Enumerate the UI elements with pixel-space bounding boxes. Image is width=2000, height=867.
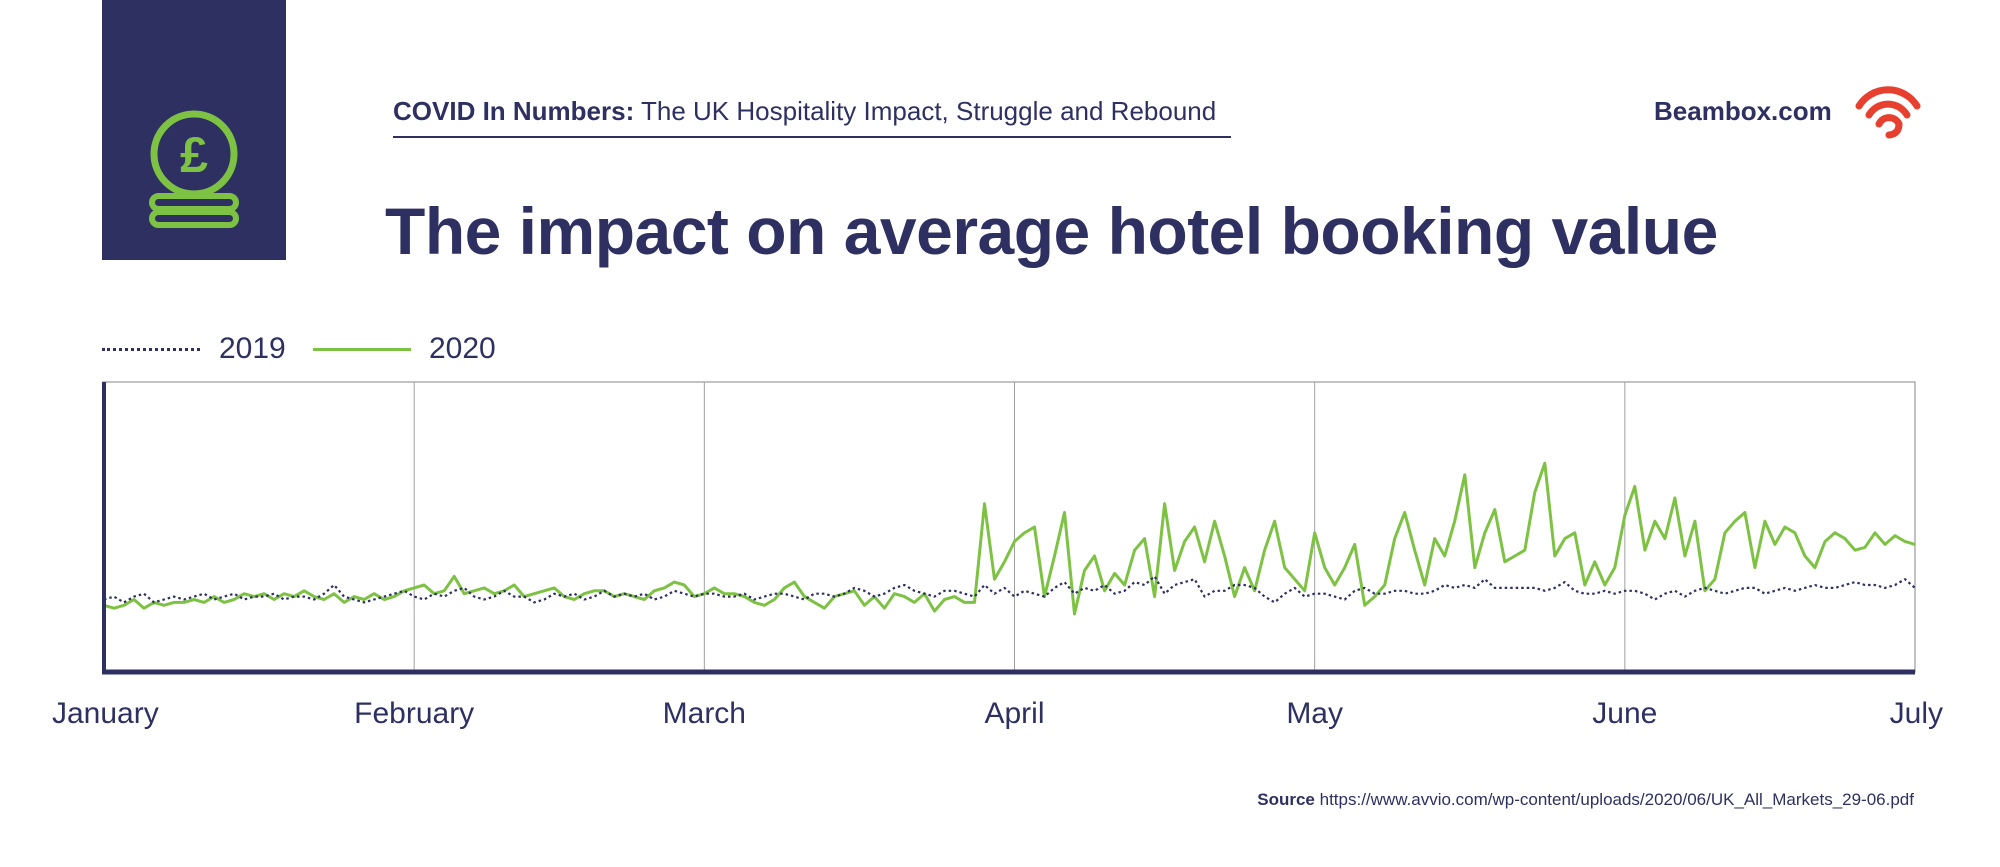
- series-title: COVID In Numbers: The UK Hospitality Imp…: [393, 96, 1216, 127]
- series-title-underline: [393, 136, 1231, 138]
- series-title-bold: COVID In Numbers:: [393, 96, 635, 126]
- wifi-icon: [1855, 86, 1921, 139]
- series-line-2019: [103, 575, 1916, 604]
- x-tick-april: April: [984, 697, 1044, 730]
- plot-frame: [102, 381, 1916, 673]
- source-note: Source https://www.avvio.com/wp-content/…: [1257, 790, 1914, 810]
- x-tick-january: January: [52, 697, 159, 730]
- x-tick-may: May: [1286, 697, 1343, 730]
- series-title-rest: The UK Hospitality Impact, Struggle and …: [634, 96, 1217, 126]
- source-url[interactable]: https://www.avvio.com/wp-content/uploads…: [1319, 790, 1914, 809]
- legend-label-2020: 2020: [429, 332, 496, 365]
- brand-name[interactable]: Beambox.com: [1654, 96, 1832, 126]
- header-badge: £: [102, 0, 286, 260]
- x-tick-march: March: [663, 697, 746, 730]
- source-label: Source: [1257, 790, 1315, 809]
- legend-swatch-2020: [313, 348, 411, 351]
- pound-coin-stack-icon: £: [149, 110, 239, 228]
- line-chart: January February March April May June July: [52, 381, 1943, 730]
- legend-label-2019: 2019: [219, 332, 286, 365]
- svg-text:£: £: [180, 127, 208, 183]
- x-tick-february: February: [354, 697, 474, 730]
- x-tick-july: July: [1890, 697, 1943, 730]
- series-line-2020: [103, 461, 1916, 616]
- legend-swatch-2019: [102, 348, 200, 351]
- x-tick-june: June: [1592, 697, 1657, 730]
- page-title: The impact on average hotel booking valu…: [385, 194, 1718, 268]
- chart-area: January February March April May June July: [0, 370, 2000, 750]
